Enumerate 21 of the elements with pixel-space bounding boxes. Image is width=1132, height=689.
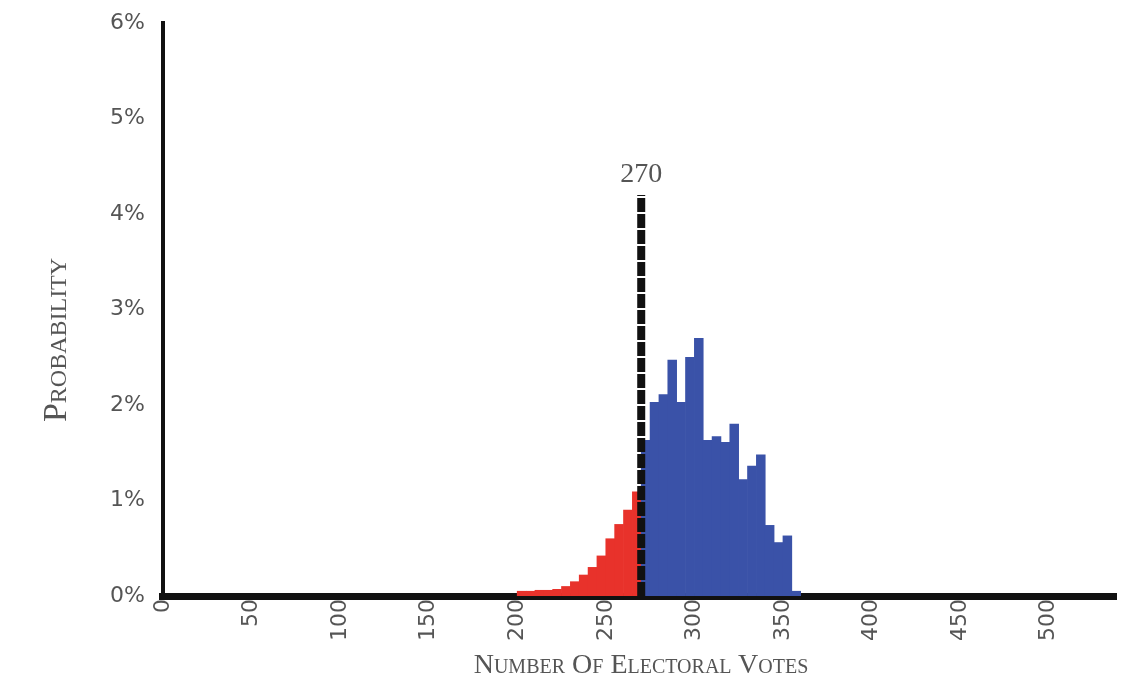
x-tick-label: 400 bbox=[857, 599, 883, 642]
x-tick-label: 300 bbox=[680, 599, 706, 642]
y-tick-label: 0% bbox=[110, 581, 145, 607]
y-tick-label: 3% bbox=[110, 295, 145, 321]
x-tick-label: 200 bbox=[502, 599, 528, 642]
x-tick-label: 0 bbox=[148, 599, 174, 614]
x-tick-label: 500 bbox=[1034, 599, 1060, 642]
y-tick-label: 2% bbox=[110, 390, 145, 416]
x-axis-title: Number Of Electoral Votes bbox=[472, 648, 810, 680]
x-tick-label: 450 bbox=[945, 599, 971, 642]
y-tick-label: 6% bbox=[110, 8, 145, 34]
y-tick-label: 1% bbox=[110, 486, 145, 512]
x-tick-label: 100 bbox=[325, 599, 351, 642]
x-tick-label: 150 bbox=[414, 599, 440, 642]
y-tick-label: 4% bbox=[110, 199, 145, 225]
y-axis-title: Probability bbox=[36, 257, 74, 423]
ref-line-label: 270 bbox=[620, 157, 663, 189]
y-tick-label: 5% bbox=[110, 104, 145, 130]
x-tick-label: 250 bbox=[591, 599, 617, 642]
x-tick-label: 50 bbox=[237, 599, 263, 628]
x-tick-label: 350 bbox=[768, 599, 794, 642]
